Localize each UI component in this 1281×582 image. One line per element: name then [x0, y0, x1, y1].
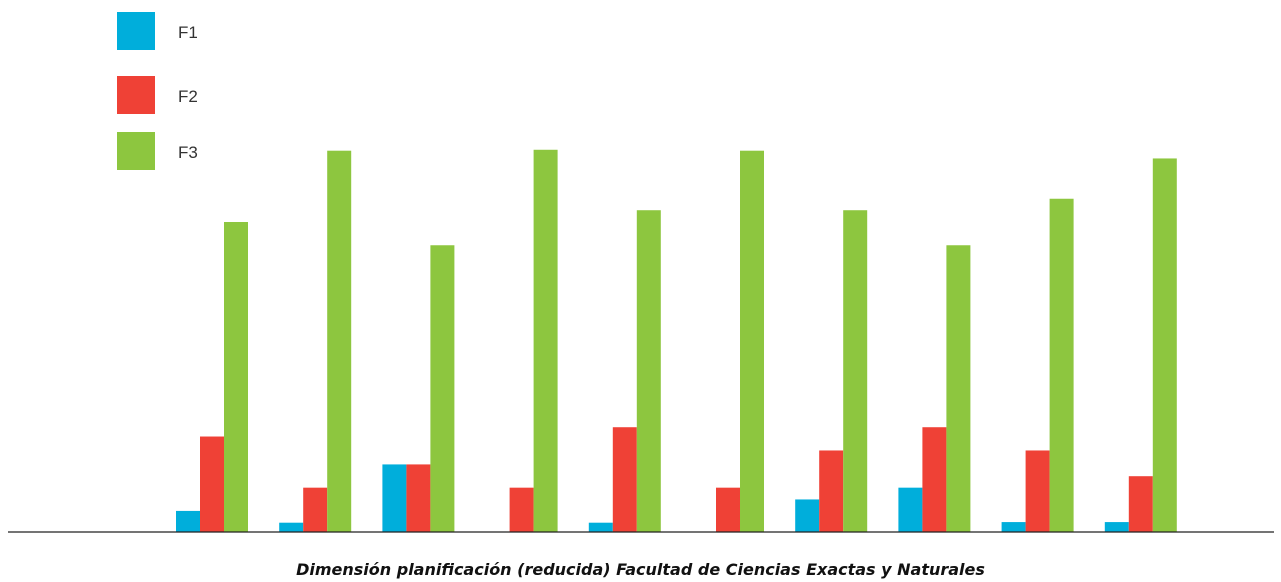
bar-f3-8 [946, 245, 971, 532]
bar-f1-5 [588, 522, 613, 532]
bar-f2-9 [1025, 450, 1050, 532]
legend-swatch-f1 [117, 12, 155, 50]
bar-f3-9 [1049, 198, 1074, 532]
bar-f2-5 [612, 427, 637, 532]
bar-f1-7 [795, 499, 820, 532]
bar-f3-5 [636, 210, 661, 532]
bar-f2-6 [716, 487, 740, 532]
legend-label-f2: F2 [178, 87, 198, 106]
bar-f3-2 [327, 150, 352, 532]
bar-f2-1 [200, 436, 224, 532]
legend-swatch-f3 [117, 132, 155, 170]
legend-swatch-f2 [117, 76, 155, 114]
legend-label-f1: F1 [178, 23, 198, 42]
legend-label-f3: F3 [178, 143, 198, 162]
bar-f2-10 [1128, 476, 1153, 532]
bar-f1-9 [1001, 522, 1026, 532]
bar-f1-10 [1104, 522, 1129, 532]
bar-f2-7 [819, 450, 844, 532]
bar-f3-1 [224, 222, 248, 532]
bar-f1-2 [279, 522, 304, 532]
bar-f1-8 [898, 487, 923, 532]
bar-f2-8 [922, 427, 947, 532]
legend: F1 F2 F3 [117, 12, 198, 170]
bar-f3-3 [430, 245, 455, 532]
bar-f1-1 [176, 510, 200, 532]
bar-f2-4 [509, 487, 534, 532]
bars-group [176, 149, 1177, 532]
bar-f3-7 [843, 210, 868, 532]
chart-title: Dimensión planificación (reducida) Facul… [296, 560, 985, 579]
bar-f3-10 [1152, 158, 1177, 532]
bar-f3-4 [533, 149, 558, 532]
bar-f3-6 [740, 150, 764, 532]
bar-f1-3 [382, 464, 407, 532]
bar-f2-3 [406, 464, 431, 532]
bar-f2-2 [303, 487, 328, 532]
